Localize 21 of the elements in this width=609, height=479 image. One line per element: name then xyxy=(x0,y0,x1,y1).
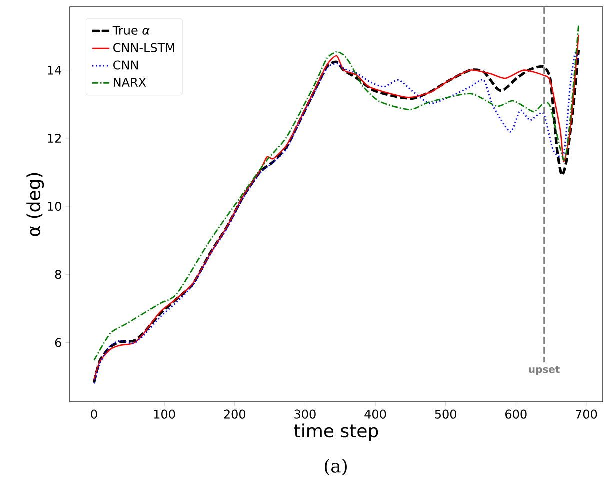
x-tick-label: 0 xyxy=(91,410,98,419)
legend-label: True α xyxy=(112,26,150,35)
y-tick-label: 6 xyxy=(55,338,62,348)
y-tick-label: 12 xyxy=(48,134,61,143)
x-tick-label: 700 xyxy=(576,410,598,419)
y-axis-title: α (deg) xyxy=(26,173,44,236)
x-tick-label: 200 xyxy=(224,410,246,419)
x-axis-title: time step xyxy=(294,424,378,442)
x-tick-label: 500 xyxy=(435,410,457,419)
x-tick-label: 400 xyxy=(364,410,386,419)
legend-label: CNN-LSTM xyxy=(114,43,174,52)
ref-line-label: upset xyxy=(529,366,560,376)
legend-label: CNN xyxy=(114,60,138,70)
x-tick-label: 300 xyxy=(294,410,316,419)
legend-label: NARX xyxy=(114,78,146,87)
text: (a) xyxy=(325,458,347,476)
x-tick-label: 600 xyxy=(506,410,527,419)
y-tick-label: 8 xyxy=(55,270,62,280)
y-tick-label: 14 xyxy=(48,66,62,75)
y-tick-label: 10 xyxy=(48,202,62,212)
x-tick-label: 100 xyxy=(154,410,176,419)
